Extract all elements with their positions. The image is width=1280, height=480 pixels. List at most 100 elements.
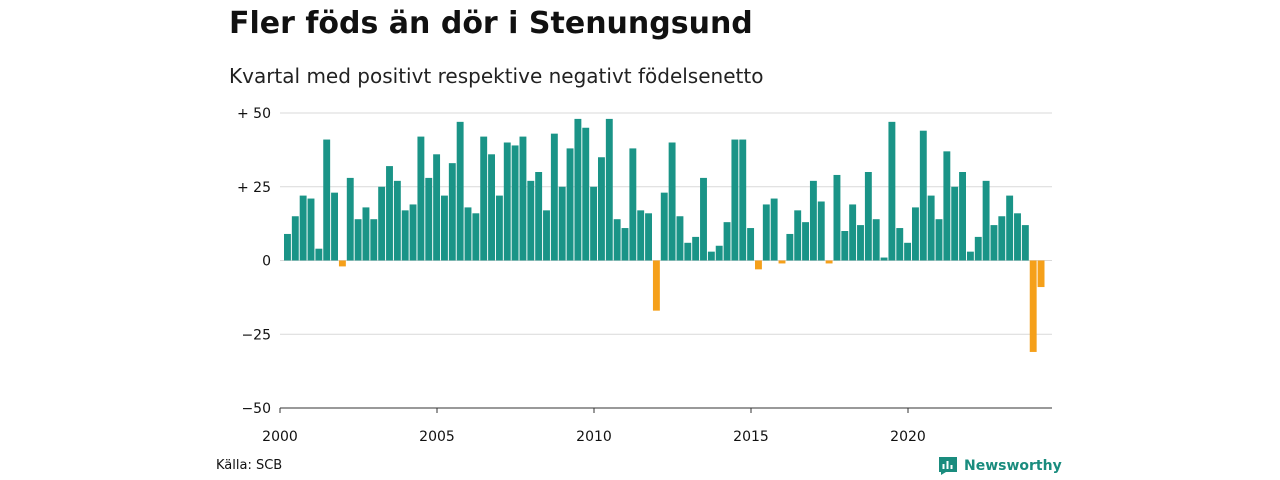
bar-positive: [990, 225, 998, 261]
y-tick-label: + 25: [237, 180, 271, 196]
bar-positive: [527, 180, 535, 261]
bar-positive: [1021, 225, 1029, 261]
bar-positive: [668, 142, 676, 261]
bar-positive: [378, 186, 386, 261]
bar-positive: [323, 139, 331, 261]
bar-positive: [393, 180, 401, 261]
bar-positive: [739, 139, 747, 261]
bar-positive: [935, 219, 943, 261]
bar-positive: [598, 157, 605, 261]
bar-positive: [966, 251, 974, 261]
bar-positive: [401, 210, 409, 261]
bar-positive: [433, 154, 441, 261]
bar-positive: [700, 177, 707, 261]
bar-positive: [550, 133, 558, 261]
bar-positive: [857, 225, 864, 261]
bar-negative: [338, 260, 346, 267]
bar-positive: [794, 210, 802, 261]
source-note: Källa: SCB: [216, 458, 283, 473]
bar-positive: [605, 118, 613, 261]
bar-positive: [362, 207, 370, 261]
bar-positive: [370, 219, 378, 261]
bar-positive: [943, 151, 951, 261]
bar-positive: [982, 180, 990, 261]
bar-positive: [315, 248, 323, 261]
chart-subtitle: Kvartal med positivt respektive negativt…: [229, 64, 764, 88]
bar-positive: [904, 242, 912, 261]
bar-positive: [786, 233, 794, 261]
bar-negative: [825, 260, 833, 264]
bar-positive: [284, 233, 291, 261]
bar-positive: [346, 177, 354, 261]
x-tick-label: 2020: [890, 429, 926, 445]
y-axis-ticks: + 50 + 25 0 −25 −50: [237, 106, 271, 417]
bar-positive: [864, 172, 872, 261]
bar-positive: [495, 195, 503, 261]
bar-positive: [354, 219, 362, 261]
bar-positive: [692, 236, 700, 261]
x-axis: 2000 2005 2010 2015 2020: [262, 407, 1052, 445]
newsworthy-logo-icon: [939, 457, 957, 475]
bar-positive: [684, 242, 692, 261]
bar-positive: [951, 186, 959, 261]
bar-positive: [731, 139, 739, 261]
bar-positive: [629, 148, 637, 261]
y-tick-label: 0: [262, 254, 271, 270]
bar-positive: [645, 213, 652, 261]
bar-positive: [723, 222, 731, 261]
x-tick-label: 2005: [419, 429, 455, 445]
bar-positive: [519, 136, 527, 261]
bar-positive: [809, 180, 817, 261]
bar-positive: [660, 192, 668, 261]
bar-positive: [715, 245, 723, 261]
bar-positive: [927, 195, 935, 261]
bar-positive: [637, 210, 645, 261]
bar-positive: [590, 186, 598, 261]
bar-positive: [386, 166, 393, 261]
brand-logo: Newsworthy: [938, 455, 1062, 477]
bar-negative: [755, 260, 762, 270]
bar-positive: [331, 192, 338, 261]
bar-positive: [833, 174, 841, 261]
x-tick-label: 2015: [733, 429, 769, 445]
bar-positive: [849, 204, 857, 261]
bar-positive: [762, 204, 770, 261]
bar-positive: [582, 127, 590, 261]
brand-label: Newsworthy: [964, 458, 1062, 474]
bar-positive: [307, 198, 315, 261]
bar-positive: [998, 216, 1006, 261]
bar-positive: [613, 219, 621, 261]
bar-positive: [566, 148, 574, 261]
bar-positive: [919, 130, 927, 261]
bar-negative: [1037, 260, 1045, 288]
bar-positive: [488, 154, 495, 261]
bar-negative: [778, 260, 786, 264]
bar-positive: [558, 186, 566, 261]
bar-positive: [747, 228, 755, 261]
bars: [284, 118, 1045, 352]
bar-positive: [880, 257, 888, 261]
bar-positive: [503, 142, 511, 261]
bar-positive: [896, 228, 904, 261]
bar-positive: [456, 121, 464, 261]
bar-negative: [1029, 260, 1037, 352]
bar-positive: [535, 172, 543, 261]
bar-positive: [707, 251, 715, 261]
bar-positive: [872, 219, 880, 261]
bar-negative: [652, 260, 660, 311]
y-tick-label: −25: [241, 327, 271, 343]
bar-positive: [441, 195, 448, 261]
bar-positive: [425, 177, 433, 261]
bar-positive: [448, 163, 456, 261]
bar-positive: [1006, 195, 1014, 261]
bar-positive: [888, 121, 896, 261]
bar-positive: [480, 136, 488, 261]
y-tick-label: −50: [241, 401, 271, 417]
bar-positive: [299, 195, 307, 261]
x-tick-label: 2000: [262, 429, 298, 445]
bar-positive: [817, 201, 825, 261]
bar-positive: [770, 198, 778, 261]
bar-positive: [621, 228, 629, 261]
bar-positive: [676, 216, 684, 261]
x-tick-label: 2010: [576, 429, 612, 445]
